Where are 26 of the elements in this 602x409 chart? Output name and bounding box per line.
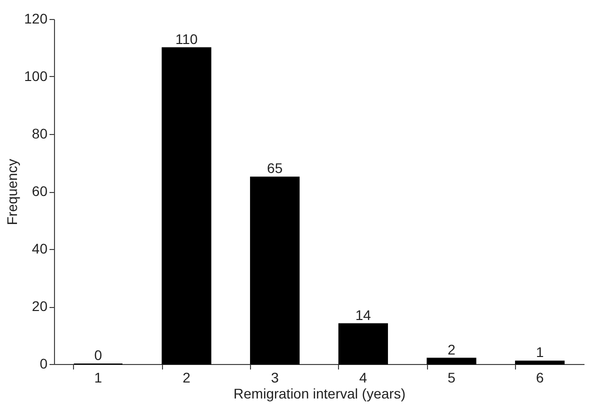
y-tick-label: 100: [24, 68, 48, 84]
bar: [426, 358, 476, 364]
y-tick-label: 0: [40, 356, 48, 372]
y-tick-label: 20: [32, 298, 48, 314]
y-tick-label: 40: [32, 240, 48, 256]
data-label: 14: [355, 306, 372, 323]
x-tick-label: 6: [536, 370, 544, 386]
bar: [515, 360, 565, 364]
y-axis-title: Frequency: [4, 158, 20, 226]
x-tick-label: 5: [448, 370, 456, 386]
bar: [338, 323, 388, 364]
y-tick-label: 80: [32, 126, 48, 142]
data-label: 110: [175, 30, 198, 47]
y-tick-label: 60: [32, 183, 48, 199]
data-label: 2: [448, 341, 456, 358]
x-tick-label: 2: [182, 370, 191, 386]
data-label: 1: [536, 344, 544, 360]
data-label: 0: [94, 347, 102, 363]
bar: [250, 176, 300, 364]
x-tick-label: 4: [359, 370, 368, 386]
y-tick-label: 120: [24, 10, 48, 26]
x-axis-title: Remigration interval (years): [234, 386, 406, 402]
data-label: 65: [267, 160, 283, 176]
bar: [162, 47, 212, 364]
x-tick-label: 1: [94, 370, 102, 386]
x-tick-label: 3: [270, 370, 279, 386]
